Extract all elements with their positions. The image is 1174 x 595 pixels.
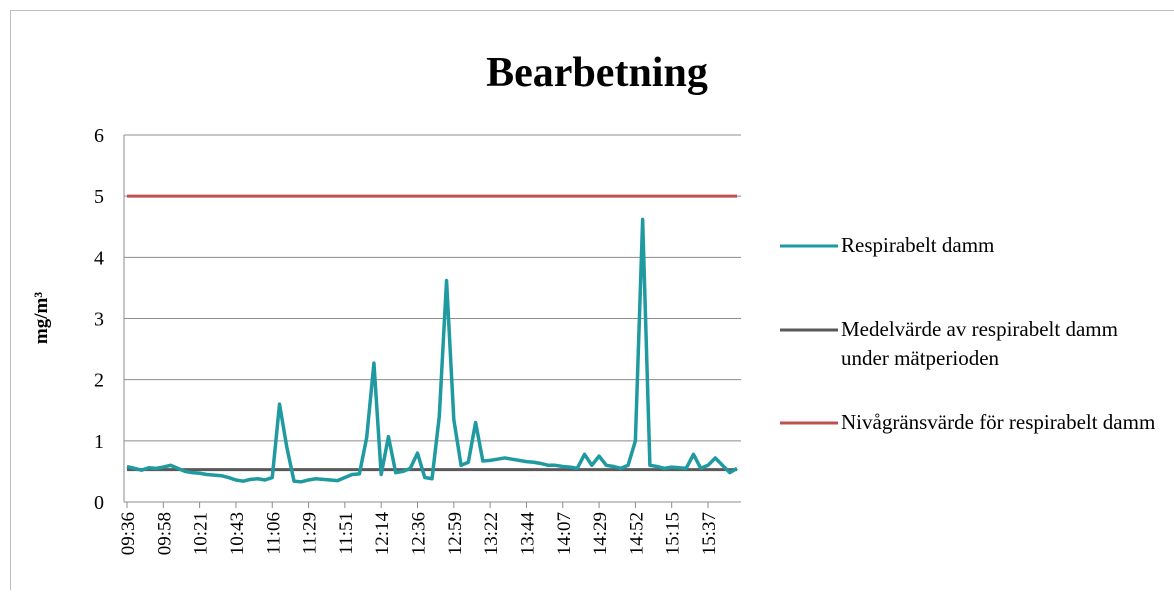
- x-tick-label: 12:36: [409, 512, 430, 555]
- series-line: [127, 219, 737, 481]
- y-axis-label: mg/m³: [31, 292, 52, 344]
- x-tick-label: 11:29: [300, 512, 321, 555]
- legend-label: Medelvärde av respirabelt damm under mät…: [841, 315, 1166, 373]
- x-tick-label: 09:58: [154, 512, 175, 555]
- y-tick-label: 3: [94, 309, 104, 331]
- x-tick-label: 10:43: [227, 512, 248, 555]
- x-tick-label: 14:29: [590, 512, 611, 555]
- y-tick-label: 2: [94, 370, 104, 392]
- y-tick-label: 6: [94, 125, 104, 147]
- x-tick-label: 11:51: [336, 512, 357, 555]
- y-tick-label: 5: [94, 186, 104, 208]
- x-tick-label: 13:22: [481, 512, 502, 555]
- y-tick-label: 4: [94, 247, 104, 269]
- legend-label: Nivågränsvärde för respirabelt damm: [841, 408, 1166, 437]
- chart-border: [11, 11, 1174, 591]
- x-tick-label: 15:37: [699, 512, 720, 555]
- x-tick-label: 12:59: [445, 512, 466, 555]
- x-tick-label: 15:15: [663, 512, 684, 555]
- chart-title: Bearbetning: [486, 50, 708, 96]
- y-tick-label: 1: [94, 431, 104, 453]
- x-tick-label: 12:14: [372, 512, 393, 556]
- x-tick-label: 10:21: [191, 512, 212, 555]
- legend-label: Respirabelt damm: [841, 231, 1166, 260]
- x-tick-label: 11:06: [263, 512, 284, 555]
- x-tick-label: 14:52: [626, 512, 647, 555]
- x-tick-label: 13:44: [517, 512, 538, 556]
- y-tick-label: 0: [94, 492, 104, 514]
- x-tick-label: 09:36: [118, 512, 139, 555]
- x-tick-label: 14:07: [554, 512, 575, 555]
